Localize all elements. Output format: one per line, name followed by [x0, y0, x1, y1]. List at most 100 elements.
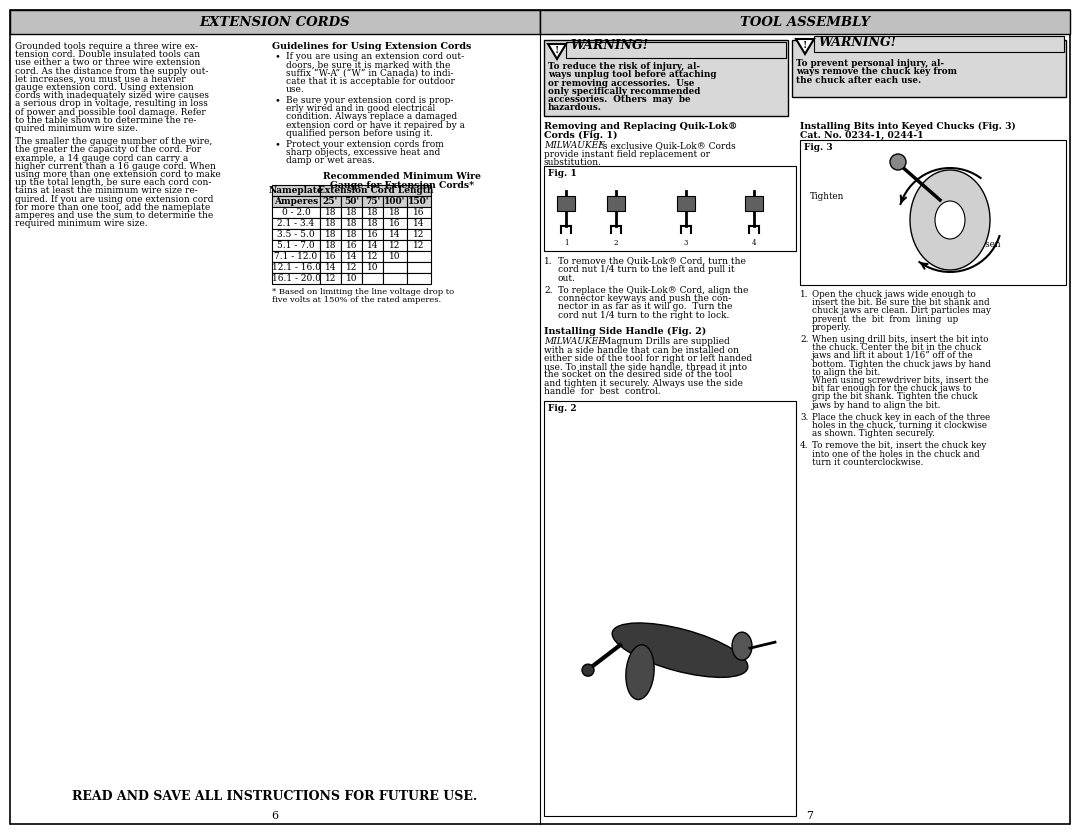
Text: •: •	[275, 140, 281, 149]
Text: 10: 10	[367, 263, 378, 272]
Text: !: !	[802, 41, 807, 49]
Text: Extension Cord Length: Extension Cord Length	[318, 186, 433, 194]
Bar	[341, 250, 362, 262]
Text: 7.1 - 12.0: 7.1 - 12.0	[274, 252, 318, 260]
Text: example, a 14 gauge cord can carry a: example, a 14 gauge cord can carry a	[15, 153, 188, 163]
Text: quired minimum wire size.: quired minimum wire size.	[15, 124, 138, 133]
Text: To reduce the risk of injury, al-: To reduce the risk of injury, al-	[548, 62, 700, 71]
Text: required minimum wire size.: required minimum wire size.	[15, 219, 148, 229]
Text: WARNING!: WARNING!	[570, 38, 648, 52]
Text: Place the chuck key in each of the three: Place the chuck key in each of the three	[812, 413, 990, 422]
Text: 12: 12	[325, 274, 336, 283]
Text: MILWAUKEE: MILWAUKEE	[544, 141, 605, 150]
Bar	[272, 184, 320, 196]
Text: hazardous.: hazardous.	[548, 103, 602, 113]
Text: using more than one extension cord to make: using more than one extension cord to ma…	[15, 170, 220, 179]
Text: handle  for  best  control.: handle for best control.	[544, 387, 661, 396]
Bar	[272, 250, 320, 262]
Text: 18: 18	[367, 208, 378, 217]
Text: qualified person before using it.: qualified person before using it.	[286, 128, 433, 138]
Bar	[407, 262, 431, 273]
Text: the chuck after each use.: the chuck after each use.	[796, 76, 921, 84]
Bar	[362, 239, 383, 250]
Text: 14: 14	[414, 219, 424, 228]
Text: 4.: 4.	[800, 441, 809, 450]
Text: To remove the Quik-Lok® Cord, turn the: To remove the Quik-Lok® Cord, turn the	[558, 257, 746, 266]
Bar	[544, 401, 796, 816]
Text: Fig. 3: Fig. 3	[804, 143, 833, 152]
Text: Removing and Replacing Quik-Lok®: Removing and Replacing Quik-Lok®	[544, 122, 738, 131]
Text: 12: 12	[414, 240, 424, 249]
Bar	[272, 196, 320, 207]
Text: cords with inadequately sized wire causes: cords with inadequately sized wire cause…	[15, 91, 210, 100]
Text: READ AND SAVE ALL INSTRUCTIONS FOR FUTURE USE.: READ AND SAVE ALL INSTRUCTIONS FOR FUTUR…	[72, 790, 477, 802]
Text: as shown. Tighten securely.: as shown. Tighten securely.	[812, 430, 935, 438]
Text: 12: 12	[346, 263, 357, 272]
Text: Cords (Fig. 1): Cords (Fig. 1)	[544, 131, 618, 140]
Bar	[320, 262, 341, 273]
Text: 18: 18	[367, 219, 378, 228]
Text: use either a two or three wire extension: use either a two or three wire extension	[15, 58, 201, 68]
Text: Loosen: Loosen	[970, 240, 1001, 249]
Text: and tighten it securely. Always use the side: and tighten it securely. Always use the …	[544, 379, 743, 388]
Text: 16: 16	[346, 240, 357, 249]
Bar	[272, 239, 320, 250]
Text: 2.: 2.	[800, 335, 808, 344]
Bar	[362, 262, 383, 273]
Text: 0 - 2.0: 0 - 2.0	[282, 208, 310, 217]
Bar	[407, 229, 431, 239]
Bar	[341, 239, 362, 250]
Text: 18: 18	[325, 229, 336, 239]
Bar	[341, 229, 362, 239]
Bar	[557, 196, 575, 211]
Text: erly wired and in good electrical: erly wired and in good electrical	[286, 104, 435, 113]
Text: * Based on limiting the line voltage drop to: * Based on limiting the line voltage dro…	[272, 288, 454, 295]
Text: When using drill bits, insert the bit into: When using drill bits, insert the bit in…	[812, 335, 988, 344]
Text: ’s exclusive Quik-Lok® Cords: ’s exclusive Quik-Lok® Cords	[600, 141, 735, 150]
Text: !: !	[555, 46, 559, 54]
Bar	[320, 250, 341, 262]
Bar	[272, 262, 320, 273]
Ellipse shape	[935, 201, 966, 239]
Text: use.: use.	[286, 85, 305, 93]
Text: tension cord. Double insulated tools can: tension cord. Double insulated tools can	[15, 50, 200, 59]
Bar	[362, 196, 383, 207]
Text: 50': 50'	[343, 197, 359, 206]
Bar	[383, 239, 407, 250]
Text: higher current than a 16 gauge cord. When: higher current than a 16 gauge cord. Whe…	[15, 162, 216, 171]
Text: Guidelines for Using Extension Cords: Guidelines for Using Extension Cords	[272, 42, 471, 51]
Text: The smaller the gauge number of the wire,: The smaller the gauge number of the wire…	[15, 138, 213, 146]
Bar	[341, 207, 362, 218]
Text: 1.: 1.	[544, 257, 553, 266]
Bar	[272, 229, 320, 239]
Text: 150': 150'	[408, 197, 430, 206]
Text: substitution.: substitution.	[544, 158, 602, 167]
Text: jaws by hand to align the bit.: jaws by hand to align the bit.	[812, 400, 942, 409]
Text: the chuck. Center the bit in the chuck: the chuck. Center the bit in the chuck	[812, 344, 982, 352]
Text: Installing Side Handle (Fig. 2): Installing Side Handle (Fig. 2)	[544, 327, 706, 336]
Text: MILWAUKEE: MILWAUKEE	[544, 337, 605, 346]
Text: 10: 10	[346, 274, 357, 283]
Bar	[607, 196, 625, 211]
Ellipse shape	[625, 645, 654, 700]
Bar	[320, 229, 341, 239]
Text: 18: 18	[346, 219, 357, 228]
Text: When using screwdriver bits, insert the: When using screwdriver bits, insert the	[812, 376, 989, 385]
Text: 1.: 1.	[800, 290, 808, 299]
Text: 3.: 3.	[800, 413, 808, 422]
Bar	[540, 10, 1070, 34]
Text: Protect your extension cords from: Protect your extension cords from	[286, 140, 444, 149]
Text: 6: 6	[271, 811, 279, 821]
Text: accessories.  Others  may  be: accessories. Others may be	[548, 95, 690, 104]
Text: TOOL ASSEMBLY: TOOL ASSEMBLY	[740, 16, 870, 28]
Bar	[272, 207, 320, 218]
Bar	[362, 207, 383, 218]
Text: extension cord or have it repaired by a: extension cord or have it repaired by a	[286, 121, 465, 129]
Text: Gauge for Extension Cords*: Gauge for Extension Cords*	[329, 181, 474, 189]
Bar	[383, 207, 407, 218]
Ellipse shape	[910, 170, 990, 270]
Text: cord nut 1/4 turn to the left and pull it: cord nut 1/4 turn to the left and pull i…	[558, 265, 734, 274]
Text: 5.1 - 7.0: 5.1 - 7.0	[278, 240, 314, 249]
Text: 18: 18	[325, 240, 336, 249]
Bar	[407, 218, 431, 229]
